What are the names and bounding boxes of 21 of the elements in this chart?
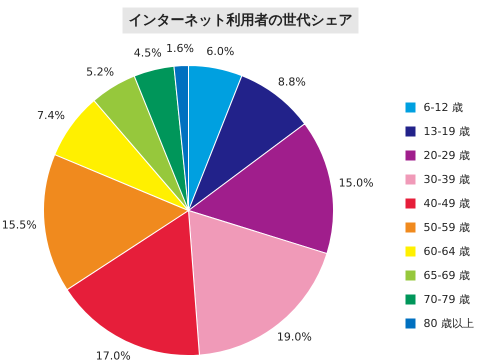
data-label: 8.8%	[278, 75, 306, 88]
legend-label: 30-39 歳	[424, 173, 470, 186]
data-label: 15.5%	[2, 218, 37, 232]
legend-label: 13-19 歳	[424, 125, 470, 138]
data-label: 5.2%	[86, 66, 114, 79]
legend-label: 65-69 歳	[424, 269, 470, 282]
legend-label: 60-64 歳	[424, 245, 470, 258]
data-label: 7.4%	[36, 108, 65, 122]
data-label: 6.0%	[206, 44, 234, 58]
legend-label: 70-79 歳	[424, 293, 470, 306]
legend-label: 20-29 歳	[424, 149, 470, 162]
legend-label: 40-49 歳	[424, 197, 470, 210]
data-label: 4.5%	[134, 46, 162, 60]
legend-label: 6-12 歳	[424, 101, 463, 114]
data-label: 1.6%	[166, 42, 194, 56]
data-label: 19.0%	[276, 330, 312, 344]
data-label: 15.0%	[338, 176, 374, 190]
chart-title: インターネット利用者の世代シェア	[128, 12, 352, 28]
legend-label: 80 歳以上	[424, 317, 474, 330]
legend-label: 50-59 歳	[424, 221, 470, 234]
data-label: 17.0%	[96, 349, 131, 362]
